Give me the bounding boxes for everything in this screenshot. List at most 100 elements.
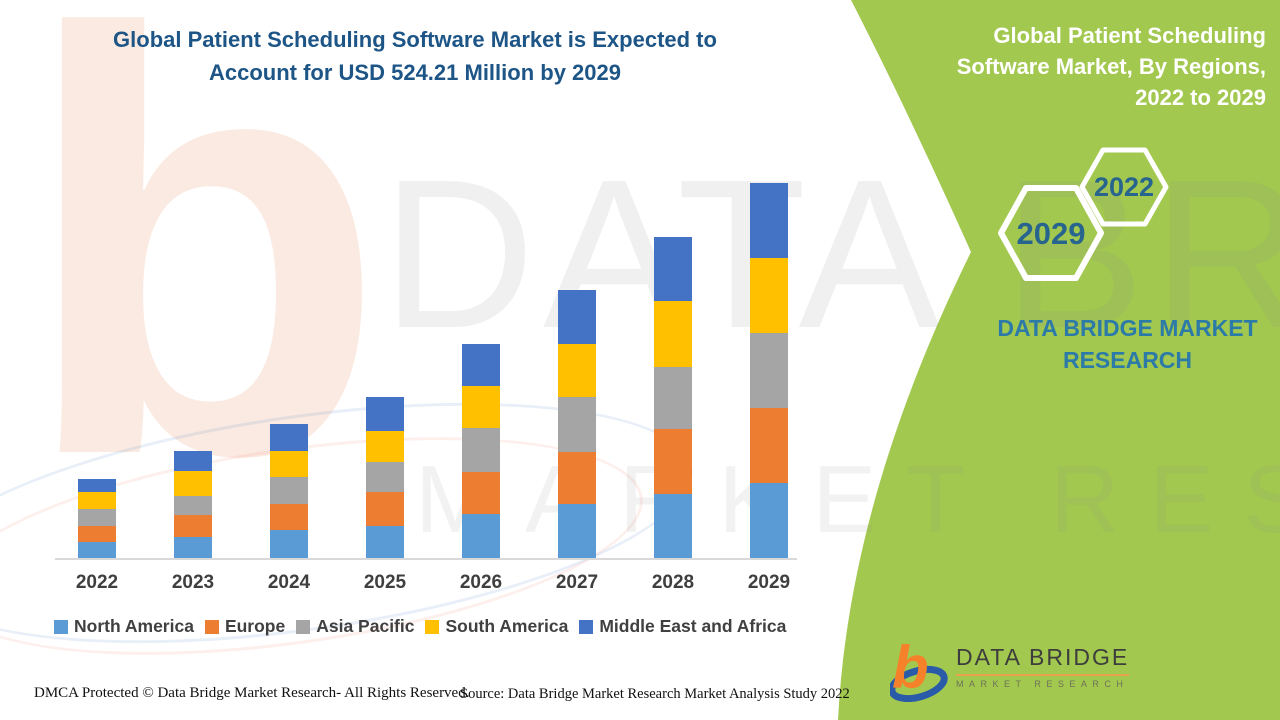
hexagon-2029-label: 2029 — [1017, 216, 1086, 251]
chart-legend: North America Europe Asia Pacific South Ame… — [54, 616, 786, 637]
bar-segment-2026-asia-pacific — [462, 427, 500, 472]
bar-segment-2025-north-america — [366, 526, 404, 558]
chart-plot — [55, 180, 797, 560]
source-note: Source: Data Bridge Market Research Mark… — [460, 686, 850, 702]
bar-segment-2023-asia-pacific — [174, 496, 212, 515]
hexagon-2022-label: 2022 — [1094, 172, 1154, 202]
bar-segment-2028-europe — [654, 429, 692, 494]
bar-segment-2026-middle-east-and-africa — [462, 343, 500, 386]
bar-segment-2024-europe — [270, 504, 308, 530]
legend-item-asia-pacific: Asia Pacific — [296, 616, 414, 637]
bar-segment-2026-north-america — [462, 513, 500, 558]
bar-segment-2022-middle-east-and-africa — [78, 479, 116, 492]
x-axis-label-2025: 2025 — [363, 572, 407, 593]
x-axis-label-2023: 2023 — [171, 572, 215, 593]
bar-segment-2026-south-america — [462, 385, 500, 428]
logo-text-block: DATA BRIDGE MARKET RESEARCH — [956, 644, 1130, 689]
chart-title-line-1: Global Patient Scheduling Software Marke… — [113, 27, 717, 52]
bar-segment-2028-middle-east-and-africa — [654, 237, 692, 301]
side-panel-brand-text: DATA BRIDGE MARKET RESEARCH — [997, 315, 1258, 374]
x-axis-label-2027: 2027 — [555, 572, 599, 593]
bar-segment-2025-middle-east-and-africa — [366, 396, 404, 431]
x-axis-label-2029: 2029 — [747, 572, 791, 593]
bar-segment-2027-south-america — [558, 344, 596, 397]
dbmr-b-icon: b — [890, 636, 948, 702]
stacked-bar-2024 — [270, 424, 308, 558]
bar-segment-2023-north-america — [174, 537, 212, 558]
bar-segment-2026-europe — [462, 471, 500, 514]
stacked-bar-2026 — [462, 343, 500, 558]
bar-segment-2025-europe — [366, 491, 404, 526]
legend-swatch-europe — [204, 619, 219, 634]
bar-segment-2024-south-america — [270, 451, 308, 477]
stacked-bar-2028 — [654, 237, 692, 558]
bar-segment-2029-north-america — [750, 483, 788, 558]
logo-subtext: MARKET RESEARCH — [956, 679, 1129, 689]
bar-segment-2022-south-america — [78, 492, 116, 509]
legend-label-south-america: South America — [445, 616, 569, 636]
legend-swatch-north-america — [54, 619, 68, 634]
legend-label-asia-pacific: Asia Pacific — [316, 616, 415, 636]
legend-item-middle-east-and-africa: Middle East and Africa — [579, 616, 786, 637]
bar-segment-2025-asia-pacific — [366, 461, 404, 492]
legend-swatch-asia-pacific — [296, 619, 311, 634]
bar-segment-2028-north-america — [654, 494, 692, 558]
legend-label-europe: Europe — [224, 616, 286, 636]
hexagon-2022 — [1079, 147, 1169, 227]
stacked-bar-2029 — [750, 183, 788, 558]
dbmr-logo: b DATA BRIDGE MARKET RESEARCH — [890, 636, 1130, 702]
bar-segment-2027-europe — [558, 452, 596, 504]
bar-segment-2028-south-america — [654, 301, 692, 367]
stacked-bar-2027 — [558, 290, 596, 558]
bar-segment-2024-asia-pacific — [270, 477, 308, 504]
logo-name: DATA BRIDGE — [956, 644, 1130, 676]
bar-segment-2023-south-america — [174, 471, 212, 496]
bar-segment-2022-asia-pacific — [78, 509, 116, 526]
chart-title-line-2: Account for USD 524.21 Million by 2029 — [208, 59, 621, 85]
hexagon-2029 — [998, 185, 1104, 281]
legend-label-north-america: North America — [74, 616, 194, 636]
x-axis-label-2022: 2022 — [75, 572, 119, 593]
chart-title: Global Patient Scheduling Software Marke… — [70, 24, 760, 89]
bar-segment-2024-middle-east-and-africa — [270, 424, 308, 451]
side-panel-title: Global Patient Scheduling Software Marke… — [936, 20, 1266, 114]
bar-segment-2023-middle-east-and-africa — [174, 451, 212, 471]
bar-segment-2023-europe — [174, 515, 212, 537]
stacked-bar-2023 — [174, 451, 212, 558]
stacked-bar-2025 — [366, 396, 404, 558]
logo-b-glyph: b — [892, 636, 929, 701]
bar-segment-2029-europe — [750, 408, 788, 483]
bar-segment-2022-north-america — [78, 542, 116, 558]
bar-segment-2029-south-america — [750, 258, 788, 333]
side-panel-title-line-1: Global Patient Scheduling — [993, 23, 1266, 48]
green-panel-shape — [838, 0, 1280, 720]
side-panel-title-line-3: 2022 to 2029 — [1135, 85, 1266, 111]
x-axis-label-2028: 2028 — [651, 572, 695, 593]
legend-swatch-south-america — [425, 619, 440, 634]
x-axis-labels: 2022 2023 2024 2025 2026 2027 2028 2029 — [55, 572, 797, 598]
x-axis-label-2026: 2026 — [459, 572, 503, 593]
bar-segment-2029-middle-east-and-africa — [750, 183, 788, 258]
x-axis-line — [55, 558, 797, 560]
bar-segment-2024-north-america — [270, 530, 308, 558]
legend-item-south-america: South America — [425, 616, 568, 637]
bar-segment-2022-europe — [78, 526, 116, 542]
bar-segment-2027-north-america — [558, 504, 596, 558]
bar-segment-2029-asia-pacific — [750, 333, 788, 408]
legend-item-north-america: North America — [54, 616, 194, 637]
legend-item-europe: Europe — [204, 616, 286, 637]
bar-segment-2025-south-america — [366, 430, 404, 462]
legend-swatch-middle-east-and-africa — [579, 619, 594, 634]
dmca-notice: DMCA Protected © Data Bridge Market Rese… — [34, 685, 470, 701]
bar-segment-2028-asia-pacific — [654, 367, 692, 429]
logo-swoosh — [890, 665, 948, 702]
watermark-text-data-bridge: DATA BRIDGE — [382, 135, 1280, 372]
side-panel-title-line-2: Software Market, By Regions, — [956, 54, 1266, 80]
legend-label-middle-east-and-africa: Middle East and Africa — [599, 616, 787, 636]
stacked-bar-2022 — [78, 479, 116, 558]
bar-segment-2027-middle-east-and-africa — [558, 290, 596, 344]
bar-segment-2027-asia-pacific — [558, 397, 596, 452]
